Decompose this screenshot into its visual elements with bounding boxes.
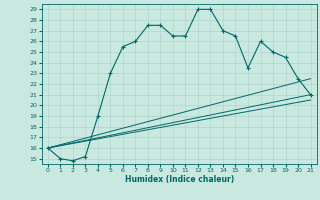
- X-axis label: Humidex (Indice chaleur): Humidex (Indice chaleur): [124, 175, 234, 184]
